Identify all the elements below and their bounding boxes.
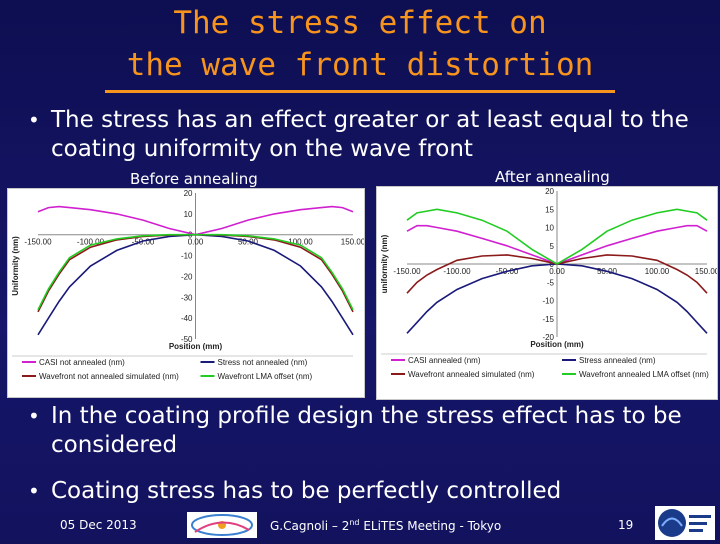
x-tick-label: -100.00 xyxy=(77,238,105,247)
x-tick-label: 150.00 xyxy=(341,238,364,247)
series-line-4 xyxy=(37,233,354,311)
chart-after-annealing: -150.00 -100.00 -50.00 0.00 50.00 100.00 150.0… xyxy=(376,186,718,400)
bullet-dot-icon: • xyxy=(28,404,40,428)
page-number: 19 xyxy=(618,518,634,532)
lma-logo xyxy=(187,512,257,538)
x-tick-label: 100.00 xyxy=(288,238,313,247)
bullet-3-text: Coating stress has to be perfectly contr… xyxy=(51,478,562,504)
advanced-virgo-logo xyxy=(655,506,715,540)
bullet-dot-icon: • xyxy=(28,108,40,132)
bullet-1-text: The stress has an effect greater or at l… xyxy=(51,107,689,162)
y-tick-label: 20 xyxy=(545,187,554,196)
x-tick-label: -50.00 xyxy=(132,238,155,247)
x-tick-label: 0.00 xyxy=(549,267,565,276)
legend-entry-3: Wavefront annealed simulated (nm) xyxy=(408,370,535,379)
y-tick-label: -15 xyxy=(542,315,554,324)
footer-author-post: ELiTES Meeting - Tokyo xyxy=(359,519,502,533)
legend-entry-4: Wavefront LMA offset (nm) xyxy=(218,372,313,381)
y-tick-label: 10 xyxy=(184,210,193,219)
footer-author-sup: nd xyxy=(349,518,360,527)
footer-date: 05 Dec 2013 xyxy=(60,518,137,532)
x-tick-label: -150.00 xyxy=(24,238,52,247)
legend-entry-2: Stress annealed (nm) xyxy=(579,356,656,365)
y-tick-label: 15 xyxy=(545,205,554,214)
series-line-4 xyxy=(406,208,708,265)
slide-title-line2: the wave front distortion xyxy=(126,47,594,83)
x-axis-label: Position (mm) xyxy=(169,342,223,351)
y-tick-label: -10 xyxy=(542,297,554,306)
x-tick-label: -100.00 xyxy=(443,267,471,276)
bullet-dot-icon: • xyxy=(28,479,40,503)
caption-after: After annealing xyxy=(495,168,610,186)
x-tick-label: 0.00 xyxy=(188,238,204,247)
bullet-2-text: In the coating profile design the stress… xyxy=(51,403,682,458)
y-tick-label: -30 xyxy=(181,293,193,302)
y-tick-label: -40 xyxy=(181,314,193,323)
x-tick-label: -150.00 xyxy=(393,267,421,276)
chart-after-svg: -150.00 -100.00 -50.00 0.00 50.00 100.00 150.0… xyxy=(380,187,717,379)
y-tick-label: -10 xyxy=(181,252,193,261)
y-axis-label: Uniformity (nm) xyxy=(11,236,20,296)
y-tick-label: 5 xyxy=(550,242,555,251)
legend-entry-1: CASI not annealed (nm) xyxy=(39,358,125,367)
footer-author-pre: G.Cagnoli – 2 xyxy=(270,519,350,533)
y-tick-label: -20 xyxy=(542,333,554,342)
legend-entry-1: CASI annealed (nm) xyxy=(408,356,481,365)
x-tick-label: 150.00 xyxy=(695,267,717,276)
legend-entry-3: Wavefront not annealed simulated (nm) xyxy=(39,372,179,381)
y-tick-label: 10 xyxy=(545,224,554,233)
footer-author: G.Cagnoli – 2nd ELiTES Meeting - Tokyo xyxy=(270,518,501,533)
x-tick-label: 100.00 xyxy=(645,267,670,276)
slide-title-line1: The stress effect on xyxy=(173,5,547,41)
title-underline xyxy=(105,90,615,93)
y-tick-label: 20 xyxy=(184,189,193,198)
y-axis-label: uniformity (nm) xyxy=(380,234,389,293)
x-axis-label: Position (mm) xyxy=(530,340,584,349)
y-tick-label: -20 xyxy=(181,272,193,281)
y-tick-label: -5 xyxy=(547,278,555,287)
legend-entry-4: Wavefront annealed LMA offset (nm) xyxy=(579,370,709,379)
chart-before-svg: -150.00 -100.00 -50.00 0.00 50.00 100.00 150.0… xyxy=(11,189,364,381)
chart-before-annealing: -150.00 -100.00 -50.00 0.00 50.00 100.00 150.0… xyxy=(7,188,365,398)
legend-entry-2: Stress not annealed (nm) xyxy=(218,358,308,367)
x-tick-label: 50.00 xyxy=(238,238,259,247)
y-tick-label: -50 xyxy=(181,335,193,344)
caption-before: Before annealing xyxy=(130,170,258,188)
